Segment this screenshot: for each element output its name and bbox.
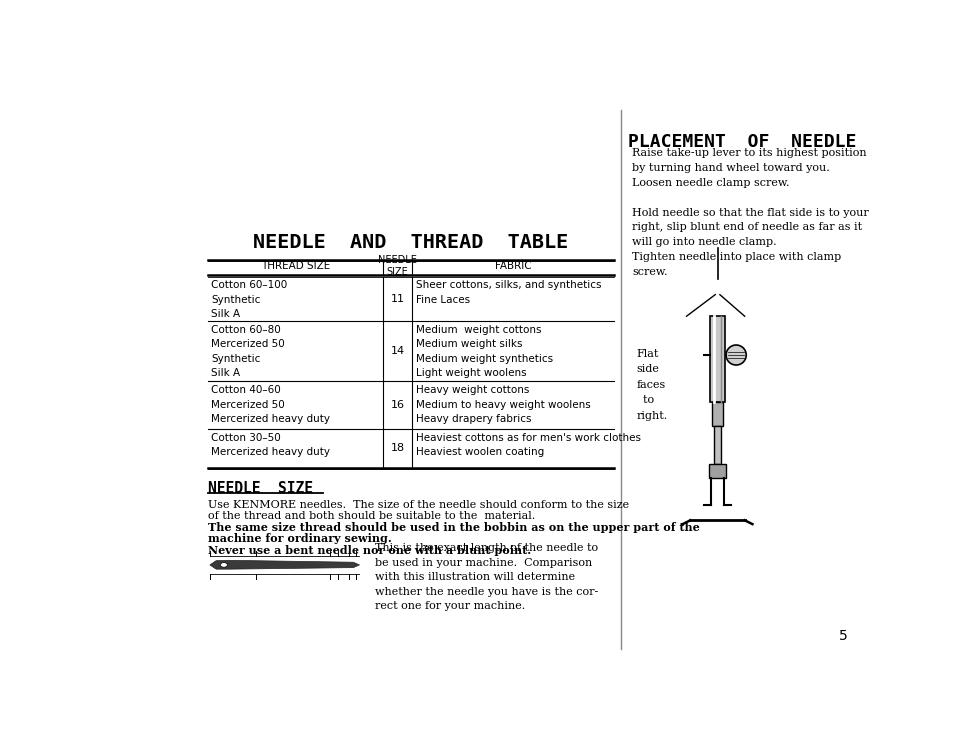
Text: Raise take-up lever to its highest position
by turning hand wheel toward you.
Lo: Raise take-up lever to its highest posit…: [632, 148, 868, 277]
Text: Heavy weight cottons
Medium to heavy weight woolens
Heavy drapery fabrics: Heavy weight cottons Medium to heavy wei…: [416, 385, 590, 424]
Text: 14: 14: [390, 347, 404, 356]
Ellipse shape: [220, 562, 227, 567]
FancyBboxPatch shape: [709, 316, 724, 402]
Text: NEEDLE  SIZE: NEEDLE SIZE: [208, 482, 313, 496]
Text: FABRIC: FABRIC: [494, 261, 531, 271]
Text: Sheer cottons, silks, and synthetics
Fine Laces: Sheer cottons, silks, and synthetics Fin…: [416, 280, 601, 305]
Text: Use KENMORE needles.  The size of the needle should conform to the size: Use KENMORE needles. The size of the nee…: [208, 500, 629, 510]
Text: PLACEMENT  OF  NEEDLE: PLACEMENT OF NEEDLE: [627, 133, 855, 151]
Text: This is the exact length of the needle to
be used in your machine.  Comparison
w: This is the exact length of the needle t…: [375, 544, 598, 611]
Text: THREAD SIZE: THREAD SIZE: [261, 261, 330, 271]
Circle shape: [725, 345, 745, 365]
Text: 16: 16: [390, 400, 404, 410]
FancyBboxPatch shape: [711, 402, 722, 426]
Text: machine for ordinary sewing.: machine for ordinary sewing.: [208, 533, 392, 544]
Text: NEEDLE
SIZE: NEEDLE SIZE: [377, 255, 416, 277]
Text: of the thread and both should be suitable to the  material.: of the thread and both should be suitabl…: [208, 511, 535, 521]
Polygon shape: [210, 560, 359, 569]
Text: Cotton 60–80
Mercerized 50
Synthetic
Silk A: Cotton 60–80 Mercerized 50 Synthetic Sil…: [212, 325, 285, 378]
Text: Cotton 60–100
Synthetic
Silk A: Cotton 60–100 Synthetic Silk A: [212, 280, 288, 319]
Text: Cotton 40–60
Mercerized 50
Mercerized heavy duty: Cotton 40–60 Mercerized 50 Mercerized he…: [212, 385, 330, 424]
Text: The same size thread should be used in the bobbin as on the upper part of the: The same size thread should be used in t…: [208, 522, 700, 533]
FancyBboxPatch shape: [713, 426, 720, 464]
Text: 11: 11: [390, 294, 404, 304]
Text: Heaviest cottons as for men's work clothes
Heaviest woolen coating: Heaviest cottons as for men's work cloth…: [416, 433, 640, 458]
Text: Flat
side
faces
  to
right.: Flat side faces to right.: [636, 349, 667, 421]
Text: NEEDLE  AND  THREAD  TABLE: NEEDLE AND THREAD TABLE: [253, 233, 568, 252]
Text: Never use a bent needle nor one with a blunt point.: Never use a bent needle nor one with a b…: [208, 544, 531, 556]
Text: 18: 18: [390, 443, 404, 453]
Text: Medium  weight cottons
Medium weight silks
Medium weight synthetics
Light weight: Medium weight cottons Medium weight silk…: [416, 325, 553, 378]
Text: Cotton 30–50
Mercerized heavy duty: Cotton 30–50 Mercerized heavy duty: [212, 433, 330, 458]
FancyBboxPatch shape: [708, 464, 725, 478]
Text: 5: 5: [838, 629, 847, 643]
